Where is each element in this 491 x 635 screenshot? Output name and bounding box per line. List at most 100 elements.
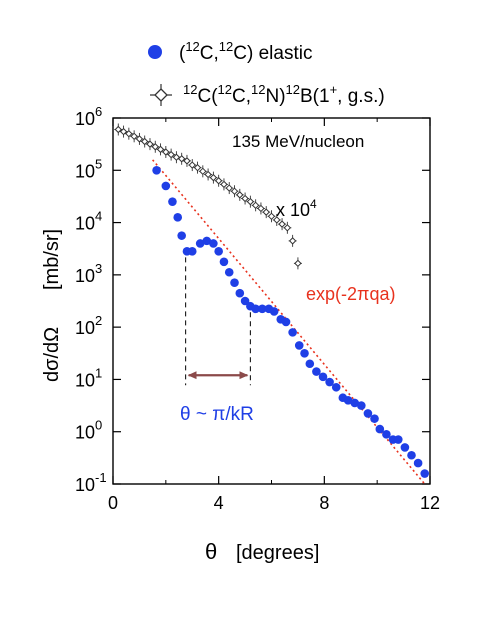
series-elastic (152, 165, 430, 478)
data-point-elastic (224, 267, 234, 277)
data-point-charge-exchange (193, 161, 202, 174)
data-point-charge-exchange (198, 165, 207, 178)
y-tick-labels: 10-1 100 101 102 103 104 105 106 (75, 104, 107, 495)
data-point-elastic (312, 367, 321, 376)
data-point-charge-exchange (151, 140, 160, 153)
data-point-charge-exchange (145, 138, 154, 151)
data-point-elastic (343, 396, 353, 405)
data-point-charge-exchange (156, 143, 165, 156)
legend-marker-charge-exchange (150, 84, 172, 106)
legend: (12C,12C) elastic 12C(12C,12N)12B(1+, g.… (148, 39, 385, 107)
series-charge-exchange (114, 123, 302, 270)
data-point-charge-exchange (241, 192, 250, 205)
data-point-charge-exchange (167, 148, 176, 161)
data-point-charge-exchange (161, 145, 170, 158)
data-point-elastic (240, 296, 250, 306)
data-point-elastic (219, 257, 229, 267)
data-point-charge-exchange (188, 159, 197, 172)
y-tick-label: 102 (75, 313, 102, 338)
data-point-elastic (407, 450, 416, 460)
data-point-elastic (363, 409, 373, 418)
legend-entry-charge-exchange: 12C(12C,12N)12B(1+, g.s.) (150, 82, 385, 107)
data-point-charge-exchange (283, 221, 292, 234)
data-point-charge-exchange (235, 188, 244, 201)
y-tick-label: 105 (75, 156, 102, 181)
energy-annotation: 135 MeV/nucleon (232, 132, 364, 151)
data-point-elastic (394, 435, 403, 444)
data-point-elastic (370, 414, 379, 423)
data-point-charge-exchange (177, 152, 186, 165)
data-point-charge-exchange (293, 257, 302, 270)
data-point-charge-exchange (251, 199, 260, 212)
x-tick-label: 0 (108, 493, 118, 513)
data-point-charge-exchange (219, 178, 228, 191)
x-tick-label: 12 (420, 493, 440, 513)
data-point-elastic (318, 372, 328, 382)
data-point-charge-exchange (230, 185, 239, 198)
legend-entry-elastic: (12C,12C) elastic (148, 39, 312, 64)
data-point-elastic (214, 247, 223, 256)
data-point-elastic (152, 165, 161, 175)
data-point-elastic (177, 231, 186, 240)
data-point-charge-exchange (214, 174, 223, 187)
data-point-charge-exchange (114, 123, 123, 136)
theta-annotation (185, 257, 251, 386)
x-tick-label: 4 (214, 493, 224, 513)
legend-label-charge-exchange: 12C(12C,12N)12B(1+, g.s.) (183, 82, 385, 107)
data-point-charge-exchange (278, 218, 287, 231)
y-tick-label: 104 (75, 209, 102, 234)
data-point-charge-exchange (140, 135, 149, 148)
data-point-charge-exchange (124, 127, 133, 140)
data-point-elastic (257, 304, 267, 314)
data-point-elastic (209, 239, 218, 248)
data-point-elastic (305, 359, 315, 369)
y-axis-label-unit: [mb/sr] (41, 229, 63, 290)
data-point-charge-exchange (182, 154, 191, 167)
x-tick-labels: 0 4 8 12 (108, 493, 440, 513)
data-point-charge-exchange (272, 213, 281, 226)
data-point-charge-exchange (225, 182, 234, 195)
data-point-charge-exchange (209, 171, 218, 184)
data-point-elastic (251, 304, 260, 314)
y-axis-label-symbol: dσ/dΩ (41, 327, 63, 382)
data-point-elastic (420, 469, 430, 478)
data-point-charge-exchange (119, 125, 128, 138)
data-point-elastic (350, 398, 360, 408)
data-point-elastic (161, 181, 171, 191)
data-point-elastic (413, 458, 423, 468)
data-point-elastic (375, 424, 385, 434)
y-tick-label: 106 (75, 104, 102, 129)
x-tick-label: 8 (319, 493, 329, 513)
data-point-elastic (230, 278, 239, 288)
axis-ticks (112, 117, 431, 485)
data-point-charge-exchange (130, 130, 139, 143)
data-point-elastic (288, 328, 297, 337)
data-point-elastic (173, 213, 183, 222)
x-axis-label: θ [degrees] (205, 539, 319, 564)
data-point-elastic (168, 197, 177, 206)
data-point-elastic (281, 317, 291, 327)
data-point-charge-exchange (288, 234, 297, 247)
y-tick-label: 101 (75, 365, 102, 390)
data-point-charge-exchange (204, 168, 213, 181)
data-point-elastic (325, 377, 334, 387)
legend-marker-elastic (148, 45, 162, 59)
data-point-charge-exchange (172, 151, 181, 164)
legend-label-elastic: (12C,12C) elastic (179, 39, 312, 64)
y-tick-label: 10-1 (75, 470, 107, 495)
x-axis-label-unit: [degrees] (236, 542, 319, 564)
y-tick-label: 100 (75, 418, 102, 443)
data-point-charge-exchange (135, 132, 144, 145)
data-point-elastic (187, 247, 197, 256)
data-point-elastic (294, 341, 304, 350)
data-point-charge-exchange (246, 195, 255, 208)
theta-annotation-label: θ ~ π/kR (180, 404, 254, 425)
scale-annotation: x 104 (276, 197, 317, 220)
data-point-elastic (357, 401, 366, 410)
data-point-elastic (202, 236, 212, 246)
data-point-elastic (382, 430, 391, 439)
data-point-elastic (331, 382, 341, 392)
data-point-elastic (300, 348, 309, 358)
data-point-charge-exchange (262, 206, 271, 219)
